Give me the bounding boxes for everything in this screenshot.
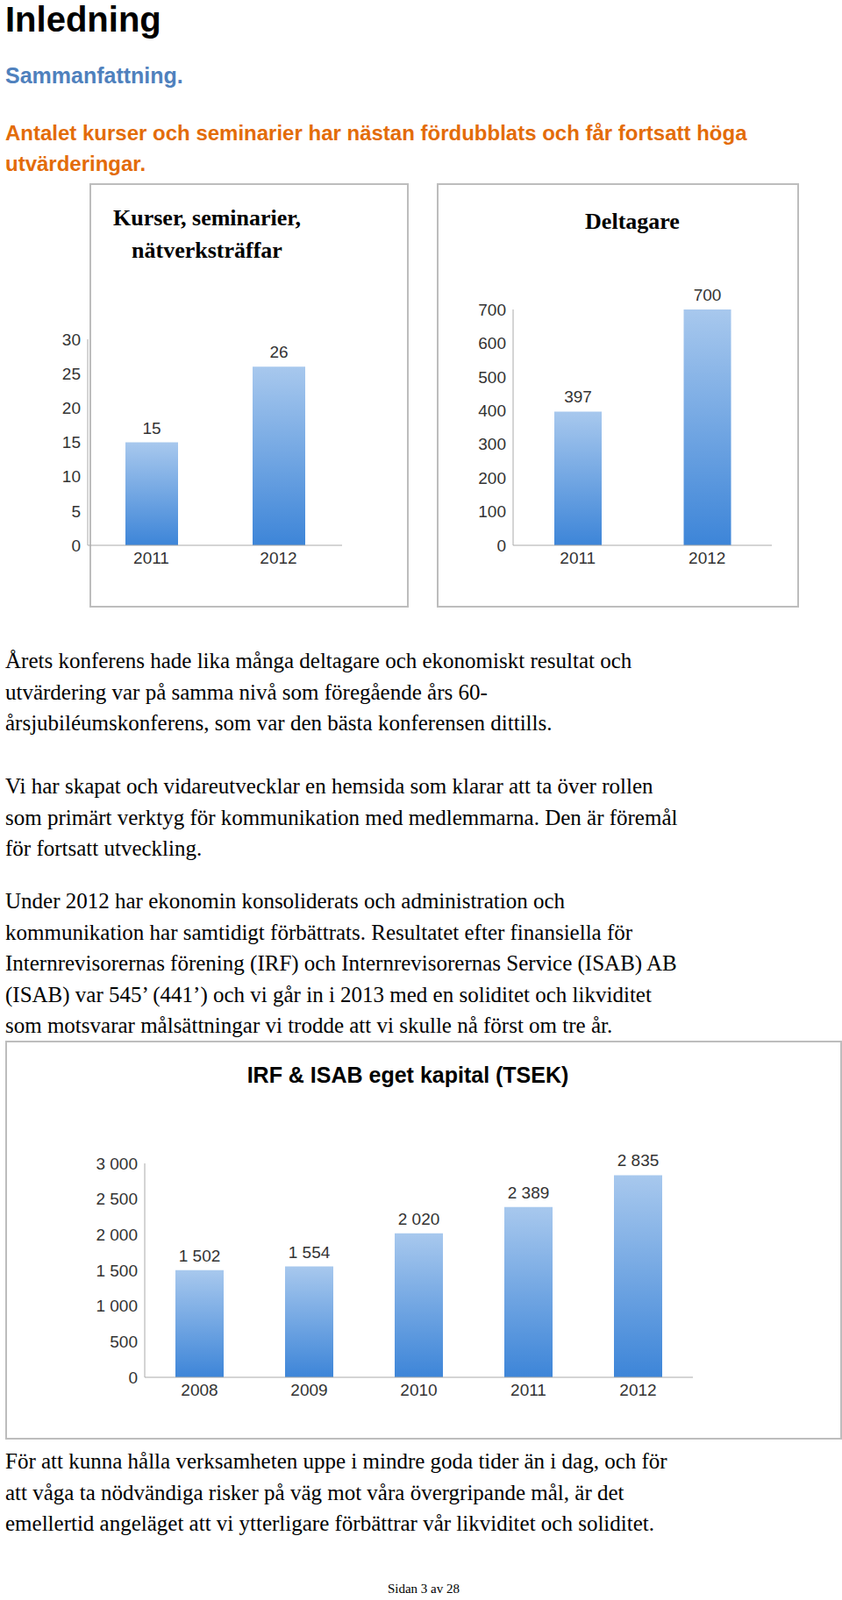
- svg-text:5: 5: [71, 502, 81, 521]
- html-text:som primärt verktyg för kommun: som primärt verktyg för kommunikation me…: [5, 805, 678, 830]
- svg-text:0: 0: [496, 536, 507, 556]
- svg-text:0: 0: [71, 536, 81, 556]
- svg-text:2008: 2008: [180, 1381, 218, 1400]
- html-text:emellertid angeläget att vi yt: emellertid angeläget att vi ytterligare …: [5, 1512, 655, 1536]
- svg-text:400: 400: [478, 401, 507, 421]
- svg-text:2012: 2012: [619, 1381, 657, 1400]
- html-text:Kurser, seminarier, nätverkstr: Kurser, seminarier, nätverksträffar: [113, 205, 301, 264]
- svg-text:26: 26: [269, 342, 288, 362]
- html-text:Årets konferens hade lika mång: Årets konferens hade lika många deltagar…: [5, 649, 632, 673]
- html-text:Inledning: Inledning: [5, 0, 162, 39]
- svg-text:0: 0: [128, 1369, 138, 1388]
- html-text:Sammanfattning.: Sammanfattning.: [5, 63, 184, 88]
- svg-text:1 000: 1 000: [95, 1297, 138, 1316]
- svg-text:200: 200: [478, 469, 507, 488]
- svg-text:600: 600: [478, 334, 507, 353]
- svg-text:2010: 2010: [399, 1381, 437, 1400]
- svg-text:2012: 2012: [259, 549, 297, 568]
- svg-text:2011: 2011: [510, 1381, 547, 1400]
- svg-text:20: 20: [62, 399, 81, 418]
- svg-text:15: 15: [142, 419, 161, 438]
- svg-text:1 554: 1 554: [288, 1243, 331, 1263]
- svg-text:1 502: 1 502: [178, 1247, 222, 1266]
- svg-text:700: 700: [693, 285, 722, 305]
- svg-text:2012: 2012: [688, 549, 726, 568]
- html-text:Antalet kurser och seminarier: Antalet kurser och seminarier har nästan…: [5, 121, 747, 145]
- html-text:Vi har skapat och vidareutveck: Vi har skapat och vidareutvecklar en hem…: [5, 774, 653, 799]
- svg-text:397: 397: [563, 387, 593, 407]
- svg-text:2 835: 2 835: [617, 1151, 660, 1171]
- svg-text:2 020: 2 020: [398, 1210, 441, 1229]
- html-text:(ISAB) var 545’ (441’) och vi: (ISAB) var 545’ (441’) och vi går in i 2…: [5, 982, 652, 1007]
- html-text:kommunikation har samtidigt fö: kommunikation har samtidigt förbättrats.…: [5, 920, 633, 945]
- svg-text:3 000: 3 000: [95, 1155, 138, 1174]
- svg-text:100: 100: [478, 502, 507, 521]
- svg-text:2011: 2011: [559, 549, 596, 568]
- svg-text:2 000: 2 000: [95, 1226, 138, 1245]
- svg-text:10: 10: [62, 467, 81, 486]
- svg-text:30: 30: [62, 330, 81, 350]
- svg-text:15: 15: [62, 433, 81, 452]
- html-text:att våga ta nödvändiga risker: att våga ta nödvändiga risker på väg mot…: [5, 1480, 625, 1505]
- svg-text:300: 300: [478, 435, 507, 454]
- svg-text:500: 500: [109, 1333, 138, 1352]
- html-text:utvärderingar.: utvärderingar.: [5, 151, 146, 176]
- svg-text:2 389: 2 389: [507, 1184, 550, 1203]
- svg-text:700: 700: [478, 300, 507, 320]
- html-text:För att kunna hålla verksamhet: För att kunna hålla verksamheten uppe i …: [5, 1449, 668, 1474]
- html-text:IRF & ISAB eget kapital (TSEK): IRF & ISAB eget kapital (TSEK): [246, 1063, 569, 1088]
- html-text:för fortsatt utveckling.: för fortsatt utveckling.: [5, 836, 202, 861]
- svg-text:25: 25: [62, 364, 81, 384]
- html-text:Deltagare: Deltagare: [585, 208, 680, 235]
- html-text:som motsvarar målsättningar vi: som motsvarar målsättningar vi trodde at…: [5, 1013, 613, 1038]
- svg-text:2 500: 2 500: [95, 1190, 138, 1209]
- svg-text:500: 500: [478, 368, 507, 387]
- html-text:Internrevisorernas förening (I: Internrevisorernas förening (IRF) och In…: [5, 951, 677, 976]
- html-text:utvärdering var på samma nivå: utvärdering var på samma nivå som föregå…: [5, 680, 488, 704]
- html-text:Under 2012 har ekonomin konsol: Under 2012 har ekonomin konsoliderats oc…: [5, 889, 565, 914]
- html-text:Sidan 3 av 28: Sidan 3 av 28: [387, 1582, 460, 1597]
- svg-text:1 500: 1 500: [95, 1262, 138, 1281]
- svg-text:2011: 2011: [133, 549, 170, 568]
- html-text:årsjubiléumskonferens, som var: årsjubiléumskonferens, som var den bästa…: [5, 711, 553, 735]
- svg-text:2009: 2009: [290, 1381, 328, 1400]
